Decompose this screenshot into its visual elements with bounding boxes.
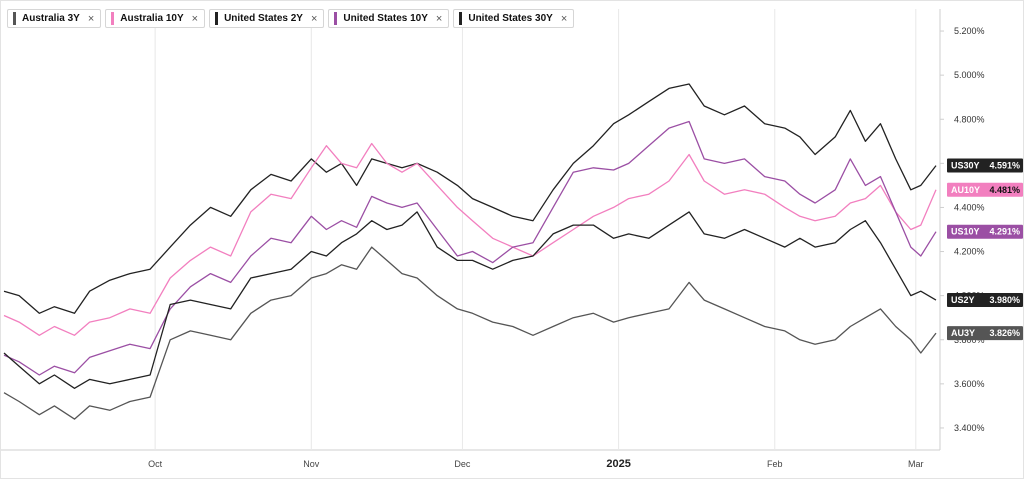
- series-line-us30y: [3, 83, 937, 314]
- legend-swatch: [111, 12, 115, 25]
- last-value-tag-us30y: US30Y 4.591%: [947, 158, 1023, 173]
- legend: Australia 3Y × Australia 10Y × United St…: [7, 9, 575, 29]
- y-tick-label: 4.800%: [954, 114, 985, 124]
- y-tick-label: 3.400%: [954, 423, 985, 433]
- legend-swatch: [334, 12, 338, 25]
- tag-background: [947, 293, 1023, 308]
- close-icon[interactable]: ×: [310, 12, 318, 25]
- legend-swatch: [459, 12, 463, 25]
- tag-value: 4.591%: [989, 161, 1020, 171]
- close-icon[interactable]: ×: [191, 12, 199, 25]
- last-value-tag-au3y: AU3Y 3.826%: [947, 326, 1023, 341]
- tag-value: 4.291%: [989, 227, 1020, 237]
- tag-background: [947, 182, 1023, 197]
- tag-value: 4.481%: [989, 185, 1020, 195]
- x-tick-label: Mar: [908, 459, 924, 469]
- tag-background: [947, 224, 1023, 239]
- y-tick-label: 3.600%: [954, 379, 985, 389]
- close-icon[interactable]: ×: [87, 12, 95, 25]
- y-tick-label: 5.000%: [954, 70, 985, 80]
- legend-chip-australia-3y[interactable]: Australia 3Y ×: [7, 9, 102, 28]
- x-tick-label: 2025: [606, 458, 630, 470]
- series-line-au3y: [3, 246, 937, 420]
- tag-name: US10Y: [951, 227, 980, 237]
- tag-name: US2Y: [951, 295, 975, 305]
- last-value-tag-au10y: AU10Y 4.481%: [947, 182, 1023, 197]
- legend-swatch: [13, 12, 16, 25]
- series-line-us2y: [3, 211, 937, 389]
- legend-chip-australia-10y[interactable]: Australia 10Y ×: [105, 9, 206, 28]
- legend-label: United States 10Y: [343, 13, 428, 24]
- tag-name: US30Y: [951, 161, 980, 171]
- tag-value: 3.980%: [989, 295, 1020, 305]
- legend-chip-united-states-10y[interactable]: United States 10Y ×: [328, 9, 450, 28]
- legend-swatch: [215, 12, 219, 25]
- close-icon[interactable]: ×: [560, 12, 568, 25]
- tag-name: AU3Y: [951, 328, 975, 338]
- last-value-tag-us10y: US10Y 4.291%: [947, 224, 1023, 239]
- close-icon[interactable]: ×: [435, 12, 443, 25]
- x-tick-label: Feb: [767, 459, 783, 469]
- tag-background: [947, 326, 1023, 341]
- legend-chip-united-states-30y[interactable]: United States 30Y ×: [453, 9, 575, 28]
- legend-label: United States 30Y: [468, 13, 553, 24]
- last-value-tag-us2y: US2Y 3.980%: [947, 293, 1023, 308]
- x-tick-label: Nov: [303, 459, 320, 469]
- y-tick-label: 5.200%: [954, 26, 985, 36]
- tag-name: AU10Y: [951, 185, 980, 195]
- legend-label: Australia 10Y: [120, 13, 184, 24]
- legend-label: Australia 3Y: [22, 13, 80, 24]
- series-line-us10y: [3, 120, 937, 376]
- y-tick-label: 4.200%: [954, 247, 985, 257]
- x-tick-label: Oct: [148, 459, 163, 469]
- y-tick-label: 4.400%: [954, 202, 985, 212]
- legend-label: United States 2Y: [224, 13, 303, 24]
- series-line-au10y: [3, 142, 937, 336]
- tag-value: 3.826%: [989, 328, 1020, 338]
- x-tick-label: Dec: [454, 459, 471, 469]
- legend-chip-united-states-2y[interactable]: United States 2Y ×: [209, 9, 325, 28]
- tag-background: [947, 158, 1023, 173]
